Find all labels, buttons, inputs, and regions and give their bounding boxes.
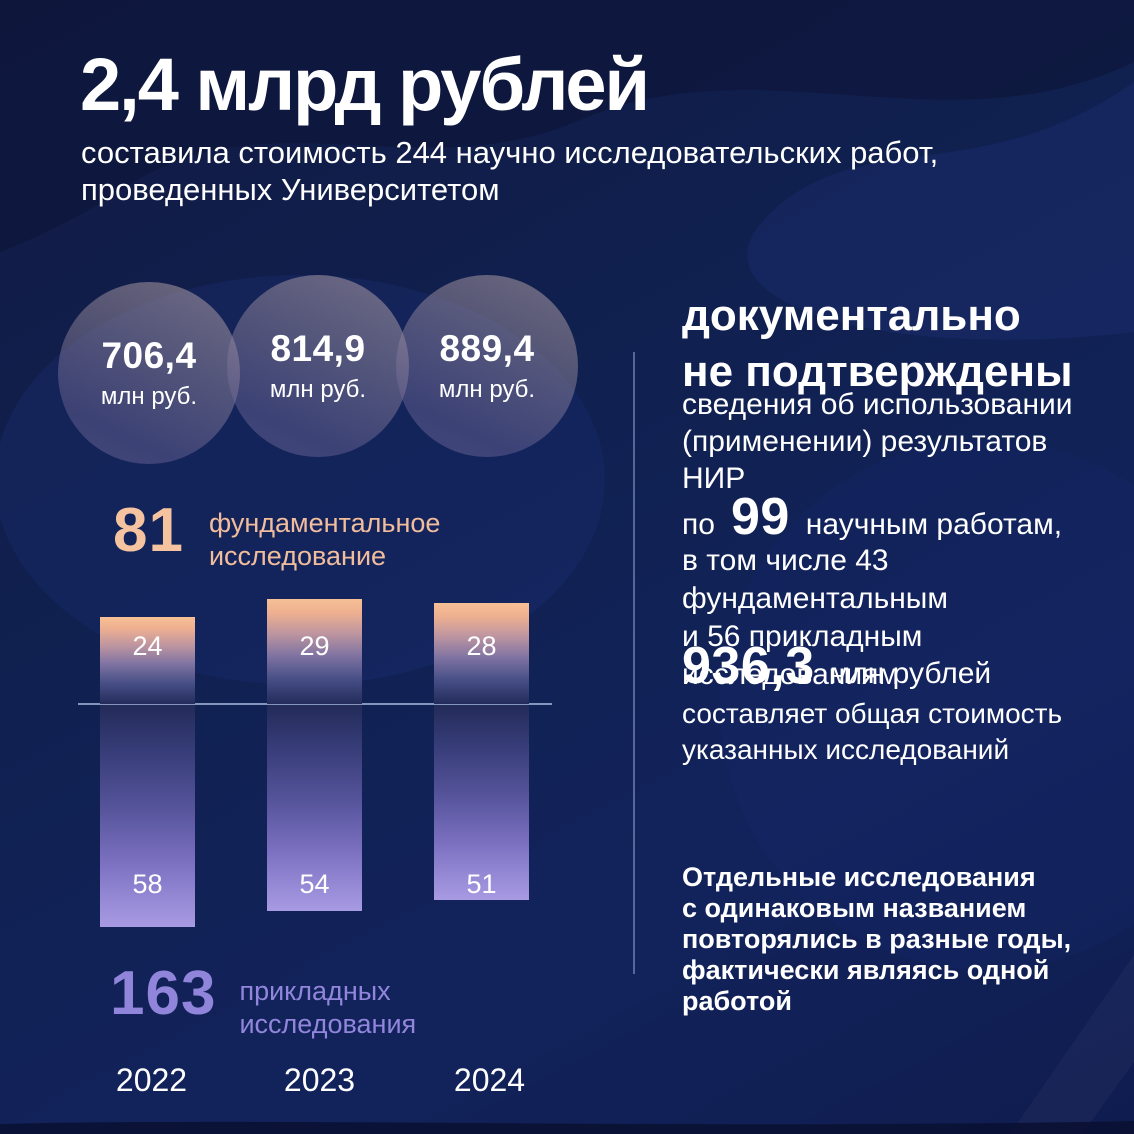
cost-circle-value: 814,9 — [270, 328, 366, 369]
fundamental-research-stat: 81 фундаментальное исследование — [113, 500, 440, 573]
bar-applied-2023 — [267, 705, 362, 911]
cost-circle-2023: 814,9 млн руб. — [227, 275, 409, 457]
works-prefix: по — [682, 508, 715, 541]
header: 2,4 млрд рублей составила стоимость 244 … — [80, 46, 938, 208]
year-label-2023: 2023 — [283, 1062, 356, 1098]
fundamental-label: фундаментальное исследование — [208, 508, 441, 571]
bar-applied-2022 — [100, 705, 195, 927]
year-label-2022: 2022 — [115, 1062, 188, 1098]
research-bar-chart: 24 29 28 58 54 51 2022 2023 2024 — [78, 585, 552, 1115]
yearly-cost-circles: 706,4 млн руб. 814,9 млн руб. 889,4 млн … — [55, 275, 585, 467]
applied-research-stat: 163 прикладных исследования — [110, 963, 416, 1041]
bar-value-label: 51 — [466, 869, 497, 899]
cost-circle-unit: млн руб. — [438, 376, 536, 403]
bar-applied-2024 — [434, 705, 529, 900]
bar-value-label: 24 — [132, 631, 163, 661]
bar-value-label: 58 — [132, 869, 163, 899]
cost-circle-2024: 889,4 млн руб. — [396, 275, 578, 457]
bar-value-label: 28 — [466, 631, 497, 661]
vertical-divider — [633, 352, 635, 974]
bar-value-label: 54 — [299, 869, 330, 899]
applied-count: 163 — [110, 959, 217, 1028]
year-label-2024: 2024 — [453, 1062, 526, 1098]
bar-value-label: 29 — [299, 631, 330, 661]
bar-fundamental-2023 — [267, 599, 362, 704]
cost-circle-unit: млн руб. — [100, 383, 198, 410]
total-cost-value: 936,3 — [682, 637, 815, 695]
total-cost-detail: составляет общая стоимость указанных исс… — [682, 698, 1063, 765]
bar-fundamental-2022 — [100, 617, 195, 704]
cost-circle-value: 706,4 — [101, 335, 197, 376]
page-title: 2,4 млрд рублей — [80, 43, 650, 126]
cost-circle-unit: млн руб. — [269, 376, 367, 403]
total-cost-line: 936,3 млн рублей — [682, 636, 991, 696]
page-subtitle: составила стоимость 244 научно исследова… — [81, 134, 939, 207]
applied-label: прикладных исследования — [239, 976, 417, 1039]
total-cost-unit: млн рублей — [829, 657, 992, 690]
cost-circle-2022: 706,4 млн руб. — [58, 282, 240, 464]
fundamental-count: 81 — [113, 496, 184, 565]
bar-fundamental-2024 — [434, 603, 529, 704]
works-suffix: научным работам, — [805, 508, 1063, 541]
works-count: 99 — [730, 488, 790, 546]
cost-circle-value: 889,4 — [439, 328, 535, 369]
repeated-research-note: Отдельные исследования с одинаковым назв… — [682, 862, 1072, 1016]
works-detail: в том числе 43 фундаментальным и 56 прик… — [682, 544, 948, 691]
undocumented-heading: документально не подтверждены — [682, 291, 1073, 396]
undocumented-subheading: сведения об использовании (применении) р… — [682, 388, 1073, 495]
works-count-line: по 99 научным работам, — [682, 487, 1062, 547]
